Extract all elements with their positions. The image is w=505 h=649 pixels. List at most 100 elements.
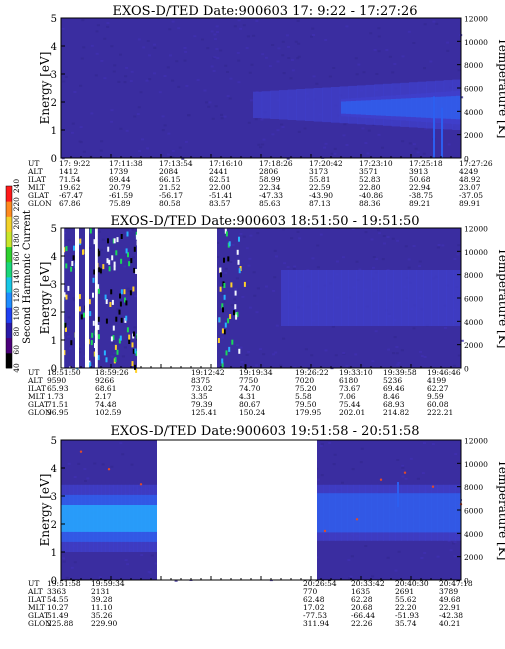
- hot-spot: [229, 314, 232, 319]
- hot-spot: [223, 283, 226, 288]
- texture-cell: [73, 476, 77, 479]
- texture-cell: [101, 238, 105, 241]
- texture-cell: [247, 121, 251, 124]
- texture-cell: [412, 245, 416, 247]
- hot-spot: [82, 249, 84, 255]
- texture-cell: [73, 91, 77, 93]
- texture-cell: [328, 75, 332, 78]
- texture-cell: [351, 468, 355, 471]
- texture-cell: [388, 55, 392, 58]
- texture-cell: [453, 364, 456, 367]
- texture-cell: [350, 555, 354, 558]
- intensity-band: [401, 493, 408, 533]
- orbit-cell: 19:12:42: [191, 368, 225, 377]
- intensity-band: [281, 270, 289, 326]
- hot-spot: [65, 294, 68, 300]
- texture-cell: [255, 364, 259, 367]
- texture-cell: [96, 24, 100, 27]
- panel-title: EXOS-D/TED Date:900603 18:51:50 - 19:51:…: [110, 214, 419, 229]
- texture-cell: [137, 106, 141, 109]
- orbit-cell: -51.93: [395, 611, 419, 620]
- texture-cell: [95, 52, 99, 55]
- hot-spot: [131, 342, 134, 348]
- orbit-cell: 1635: [351, 587, 370, 596]
- texture-cell: [110, 465, 114, 468]
- texture-cell: [401, 140, 405, 143]
- texture-cell: [303, 127, 307, 130]
- texture-cell: [332, 67, 336, 69]
- orbit-cell: 39.28: [91, 595, 113, 604]
- texture-cell: [377, 133, 381, 136]
- orbit-cell: 22.80: [359, 183, 381, 192]
- hot-spot: [89, 228, 92, 234]
- energy-tick-label: 1: [51, 336, 57, 347]
- texture-cell: [281, 54, 285, 57]
- texture-cell: [106, 25, 110, 28]
- texture-cell: [136, 113, 140, 116]
- orbit-cell: 1.73: [47, 392, 64, 401]
- texture-cell: [79, 84, 83, 87]
- texture-cell: [121, 355, 125, 358]
- texture-cell: [112, 70, 116, 73]
- orbit-cell: 2806: [259, 167, 278, 176]
- texture-cell: [163, 75, 167, 77]
- orbit-cell: -37.05: [459, 191, 483, 200]
- hot-spot: [97, 316, 100, 322]
- texture-cell: [110, 109, 114, 112]
- orbit-cell: 18:51:50: [47, 368, 81, 377]
- texture-cell: [223, 115, 227, 118]
- texture-cell: [377, 50, 381, 53]
- orbit-cell: 87.13: [309, 199, 331, 208]
- texture-cell: [231, 243, 235, 246]
- colorbar-frame: [5, 185, 13, 369]
- orbit-cell: 3.35: [191, 392, 208, 401]
- hot-spot: [218, 317, 221, 323]
- hot-spot: [234, 304, 237, 310]
- texture-cell: [345, 144, 349, 146]
- orbit-cell: 3363: [47, 587, 66, 596]
- orbit-cell: 19:51:58: [47, 579, 81, 588]
- temperature-tick-label: 8000: [464, 61, 483, 70]
- texture-cell: [158, 91, 162, 94]
- texture-cell: [324, 349, 328, 352]
- hot-spot: [119, 335, 122, 341]
- data-gap: [85, 228, 89, 368]
- texture-cell: [166, 153, 170, 156]
- orbit-row-label: MLT: [28, 392, 45, 401]
- orbit-cell: -67.47: [59, 191, 83, 200]
- texture-cell: [366, 152, 370, 155]
- orbit-cell: -43.90: [309, 191, 333, 200]
- texture-cell: [375, 258, 379, 261]
- hot-spot: [230, 282, 233, 288]
- orbit-cell: 96.95: [47, 408, 69, 417]
- orbit-cell: 2.17: [95, 392, 112, 401]
- texture-cell: [83, 468, 87, 470]
- temperature-tick-label: 6000: [464, 85, 483, 94]
- hot-spot: [123, 289, 126, 295]
- hot-spot: [135, 367, 138, 373]
- intensity-band: [386, 270, 394, 326]
- texture-cell: [423, 442, 426, 445]
- spike: [441, 107, 443, 158]
- hot-spot: [65, 246, 68, 252]
- orbit-cell: 67.86: [59, 199, 81, 208]
- intensity-band: [318, 270, 327, 326]
- intensity-band: [438, 270, 447, 326]
- intensity-band: [117, 505, 122, 532]
- orbit-cell: 79.50: [295, 400, 317, 409]
- texture-cell: [70, 131, 74, 134]
- texture-cell: [133, 115, 137, 118]
- hot-spot: [88, 299, 91, 305]
- hot-spot: [219, 267, 222, 273]
- texture-cell: [341, 481, 344, 484]
- texture-cell: [245, 247, 249, 250]
- energy-tick-label: 1: [51, 548, 57, 559]
- intensity-band: [270, 90, 280, 119]
- texture-cell: [279, 364, 283, 367]
- texture-cell: [348, 577, 352, 580]
- hot-spot: [220, 272, 222, 278]
- texture-cell: [221, 293, 225, 295]
- texture-cell: [79, 126, 83, 129]
- intensity-band: [322, 87, 332, 123]
- intensity-band: [431, 270, 439, 326]
